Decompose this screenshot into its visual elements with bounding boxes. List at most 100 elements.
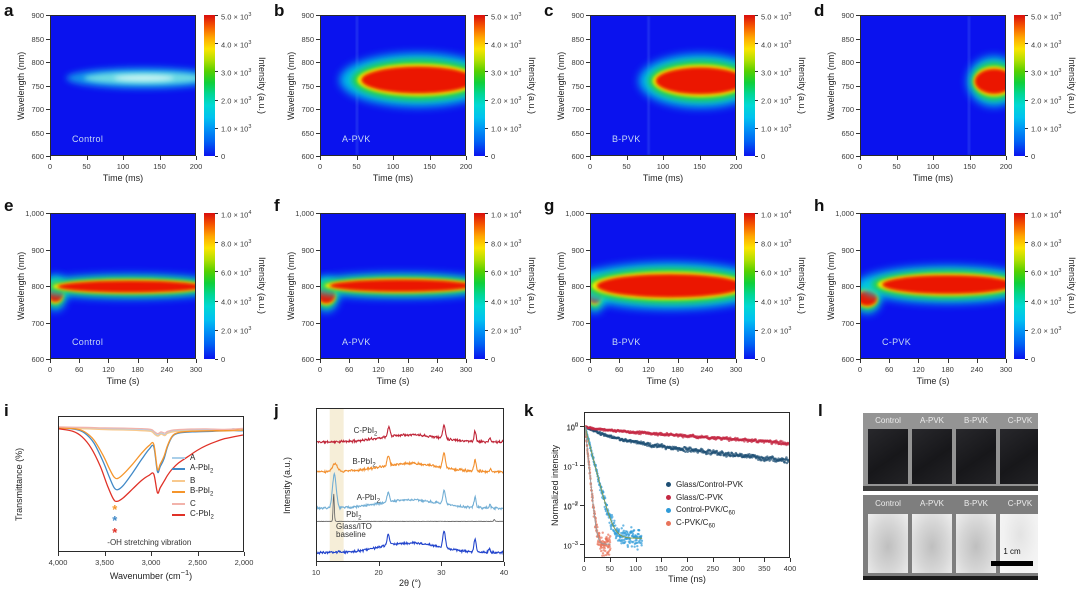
film-label: A-PVK — [919, 416, 944, 425]
colorbar-tick — [1025, 271, 1028, 273]
panel-i: i Transmittance (%) Wavenumber (cm−1) 4,000… — [0, 400, 270, 594]
x-axis-label: Wavenumber (cm−1) — [109, 568, 193, 581]
x-tick — [706, 359, 708, 363]
x-tick-label: 120 — [642, 365, 655, 374]
colorbar-tick-label: 2.0 × 103 — [1031, 96, 1062, 106]
y-tick-label: 600 — [31, 355, 44, 364]
y-tick — [856, 38, 860, 40]
y-tick — [856, 213, 860, 214]
photo-edge — [863, 486, 1038, 491]
x-tick-label: 150 — [693, 162, 706, 171]
trpl-plot — [584, 412, 790, 558]
panel-h: h Wavelength (nm) Time (s) 0 60 120 180 240 300 6… — [810, 195, 1080, 400]
heatmap-plot — [50, 213, 196, 359]
perovskite-film-dark — [1000, 429, 1038, 484]
y-tick — [586, 249, 590, 251]
trace-label: B-PbI2 — [352, 456, 376, 469]
y-tick-label: 750 — [571, 81, 584, 91]
y-tick — [46, 322, 50, 324]
legend-item: Glass/C-PVK — [666, 491, 743, 504]
x-tick — [50, 156, 51, 160]
colorbar-tick — [215, 156, 218, 157]
asterisk-marker: * — [112, 502, 118, 518]
x-axis-label: Time (s) — [646, 376, 680, 386]
colorbar-tick-label: 8.0 × 103 — [761, 238, 792, 249]
y-tick-label: 600 — [571, 355, 584, 364]
x-tick — [393, 156, 394, 160]
colorbar-tick-label: 0 — [1031, 151, 1036, 161]
sample-label: A-PVK — [342, 337, 371, 347]
y-tick — [46, 359, 50, 360]
panel-l: l Control A-PVK B-PVK C-PVK Control A-PVK B-PVK… — [810, 400, 1080, 594]
colorbar-tick — [215, 271, 218, 273]
x-tick-label: 0 — [47, 162, 53, 171]
colorbar-tick — [485, 43, 488, 45]
colorbar-tick-label: 2.0 × 103 — [761, 96, 792, 106]
colorbar-tick — [1025, 300, 1028, 302]
sample-label: C-PVK — [882, 337, 912, 347]
x-tick — [663, 156, 664, 160]
y-tick — [46, 38, 50, 40]
y-tick — [316, 286, 320, 287]
colorbar-tick-label: 4.0 × 103 — [761, 39, 792, 50]
y-tick-label: 1,000 — [565, 209, 584, 218]
colorbar-tick — [1025, 15, 1028, 16]
y-axis-label: Intensity (a.u.) — [282, 456, 292, 514]
x-tick-label: 250 — [706, 564, 719, 573]
colorbar-axis-label: Intensity (a.u.) — [797, 56, 807, 115]
colorbar-tick-label: 0 — [221, 151, 226, 161]
y-tick — [856, 15, 860, 16]
film-label: Control — [875, 499, 901, 508]
film-label: A-PVK — [919, 499, 944, 508]
panel-letter: j — [274, 401, 279, 420]
heatmap-canvas — [591, 16, 735, 155]
colorbar-tick — [485, 213, 488, 214]
colorbar-tick-label: 5.0 × 103 — [491, 11, 522, 21]
y-tick-label: 750 — [301, 81, 314, 91]
x-tick — [969, 156, 971, 160]
y-tick — [46, 132, 50, 134]
y-tick — [316, 132, 320, 134]
colorbar-tick — [215, 15, 218, 16]
y-tick — [316, 38, 320, 40]
panel-letter: a — [4, 1, 14, 20]
colorbar-tick — [485, 242, 488, 244]
x-axis-label: Time (ms) — [102, 173, 144, 183]
y-tick-label: 1,000 — [835, 209, 854, 218]
legend-label: A-PbI2 — [190, 463, 214, 476]
y-tick — [316, 15, 320, 16]
colorbar-tick-label: 6.0 × 103 — [761, 267, 792, 278]
y-tick-label: 700 — [841, 105, 854, 114]
legend-item: B-PbI2 — [172, 486, 214, 498]
x-tick-label: 180 — [941, 365, 954, 374]
legend-swatch — [172, 479, 185, 482]
colorbar-tick-label: 1.0 × 104 — [761, 209, 792, 219]
trace-label: PbI2 — [346, 510, 362, 522]
y-tick-label: 800 — [571, 58, 584, 67]
legend-dot — [666, 508, 671, 513]
y-tick — [586, 156, 590, 157]
colorbar-tick — [485, 329, 488, 331]
x-tick — [320, 359, 321, 363]
colorbar-tick-label: 2.0 × 103 — [491, 326, 522, 336]
film-label: B-PVK — [963, 499, 988, 508]
x-tick-label: 100 — [926, 162, 940, 171]
x-tick-label: 120 — [102, 365, 115, 374]
x-tick-label: 120 — [372, 365, 385, 374]
x-tick — [736, 156, 737, 160]
y-tick — [46, 62, 50, 63]
legend-label: Control-PVK/C60 — [676, 504, 736, 517]
x-tick — [619, 359, 621, 363]
sample-label: Control — [72, 337, 104, 347]
x-tick — [860, 359, 861, 363]
x-tick-label: 180 — [131, 365, 144, 374]
colorbar-tick — [755, 329, 758, 331]
x-tick — [137, 359, 139, 363]
x-tick-label: 100 — [386, 162, 400, 171]
y-tick-label: 1,000 — [25, 209, 44, 218]
y-tick — [316, 109, 320, 110]
x-axis-label: Time (s) — [916, 376, 950, 386]
x-tick — [159, 156, 161, 160]
heatmap-plot — [590, 15, 736, 156]
x-tick — [584, 558, 585, 562]
